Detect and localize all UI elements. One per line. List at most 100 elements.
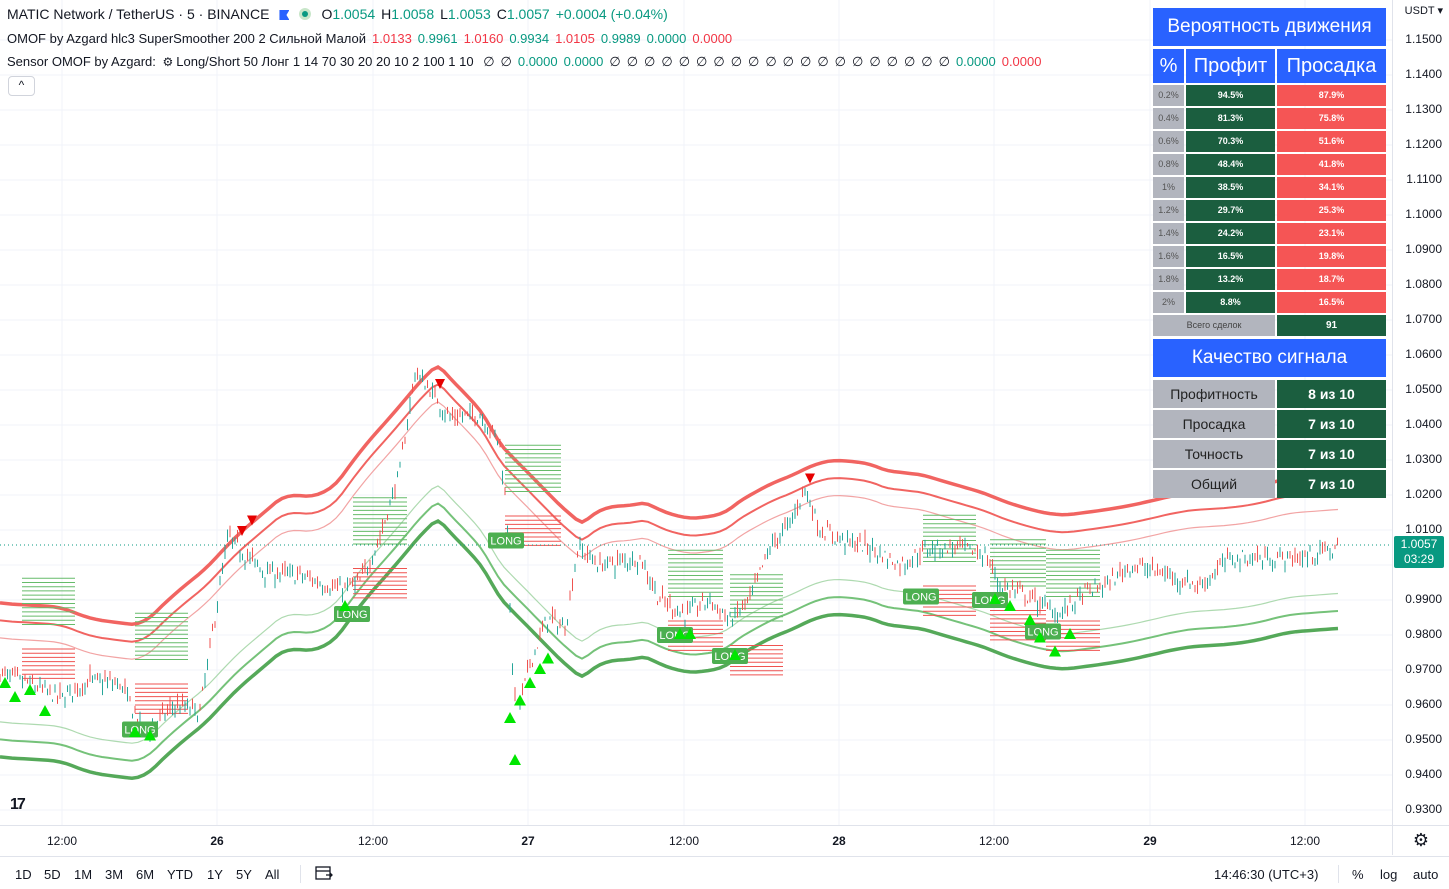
row-profit: 16.5% xyxy=(1186,246,1275,267)
row-profit: 81.3% xyxy=(1186,108,1275,129)
price-tick: 1.0700 xyxy=(1405,312,1442,326)
indicator-name[interactable]: OMOF by Azgard: xyxy=(51,54,156,69)
range-button-1m[interactable]: 1M xyxy=(74,867,93,882)
buy-arrow-icon xyxy=(534,663,546,674)
indicator-value: ∅ xyxy=(483,54,495,69)
range-button-all[interactable]: All xyxy=(265,867,280,882)
range-button-5d[interactable]: 5D xyxy=(44,867,61,882)
indicator-value: ∅ xyxy=(921,54,933,69)
range-button-1y[interactable]: 1Y xyxy=(207,867,223,882)
stats-title: Вероятность движения xyxy=(1153,8,1386,46)
price-tick: 1.1300 xyxy=(1405,102,1442,116)
col-drawdown: Просадка xyxy=(1277,49,1386,83)
quality-label: Просадка xyxy=(1153,410,1275,438)
row-profit: 38.5% xyxy=(1186,177,1275,198)
range-button-6m[interactable]: 6M xyxy=(136,867,155,882)
ohlc-value: 1.0054 xyxy=(332,6,376,22)
time-tick: 12:00 xyxy=(1289,834,1321,848)
currency-label[interactable]: USDT ▾ xyxy=(1404,5,1443,17)
row-drawdown: 23.1% xyxy=(1277,223,1386,244)
indicator-value: ∅ xyxy=(626,54,639,69)
total-label: Всего сделок xyxy=(1153,315,1275,336)
price-tick: 1.0300 xyxy=(1405,452,1442,466)
flag-icon[interactable] xyxy=(279,10,290,20)
price-scale[interactable]: USDT ▾ 1.1500 1.1400 1.1300 1.1200 1.1100 1.1… xyxy=(1392,0,1449,825)
range-button-5y[interactable]: 5Y xyxy=(236,867,252,882)
row-profit: 24.2% xyxy=(1186,223,1275,244)
percent-scale-button[interactable]: % xyxy=(1352,867,1364,882)
auto-scale-button[interactable]: auto xyxy=(1413,867,1439,882)
quality-value: 7 из 10 xyxy=(1277,410,1386,438)
price-tick: 1.1100 xyxy=(1406,172,1442,186)
indicator-value: 1.0105 xyxy=(555,31,595,46)
time-tick: 12:00 xyxy=(46,834,78,848)
row-profit: 94.5% xyxy=(1186,85,1275,106)
long-label: LONG xyxy=(905,592,936,604)
row-drawdown: 51.6% xyxy=(1277,131,1386,152)
settings-icon[interactable]: ⚙ xyxy=(162,55,174,69)
last-price: 1.0057 xyxy=(1400,537,1438,551)
price-tick: 0.9700 xyxy=(1405,662,1442,676)
col-profit: Профит xyxy=(1186,49,1275,83)
row-profit: 29.7% xyxy=(1186,200,1275,221)
row-profit: 70.3% xyxy=(1186,131,1275,152)
price-tick: 1.0800 xyxy=(1405,277,1442,291)
indicator-values: 1.0133 0.9961 1.0160 0.9934 1.0105 0.9989 0.00… xyxy=(366,31,732,46)
range-button-3m[interactable]: 3M xyxy=(105,867,124,882)
buy-arrow-icon xyxy=(9,691,21,702)
range-button-ytd[interactable]: YTD xyxy=(167,867,193,882)
buy-arrow-icon xyxy=(1004,600,1016,611)
goto-date-icon[interactable] xyxy=(315,865,333,881)
indicator-legend-sensor[interactable]: Sensor OMOF by Azgard: ⚙ Long/Short 50 Ло… xyxy=(7,54,1047,70)
time-axis[interactable]: 12:00 26 12:00 27 12:00 28 12:00 29 12:00 xyxy=(0,825,1392,855)
price-tick: 1.1000 xyxy=(1405,207,1442,221)
indicator-name[interactable]: OMOF by Azgard hlc3 SuperSmoother 200 2 … xyxy=(7,31,367,46)
long-label: LONG xyxy=(1027,627,1058,639)
buy-arrow-icon xyxy=(1024,614,1036,625)
total-value: 91 xyxy=(1277,315,1386,336)
price-tick: 1.1200 xyxy=(1405,137,1442,151)
indicator-value: 0.0000 xyxy=(646,31,687,46)
indicator-value: 0.0000 xyxy=(692,31,733,46)
bar-countdown: 03:29 xyxy=(1403,552,1435,566)
gear-icon[interactable]: ⚙ xyxy=(1392,825,1449,855)
price-tick: 0.9800 xyxy=(1405,627,1442,641)
indicator-value: 0.9934 xyxy=(509,31,550,46)
sell-arrow-icon xyxy=(247,515,257,526)
stats-row: 1.8% 13.2% 18.7% xyxy=(1153,269,1386,290)
symbol-legend[interactable]: MATIC Network / TetherUS · 5 · BINANCE O1… xyxy=(7,6,668,22)
price-tick: 1.0400 xyxy=(1405,417,1442,431)
indicator-value: ∅ xyxy=(817,54,829,69)
indicator-value: ∅ xyxy=(678,54,691,69)
ohlc-value: 1.0058 xyxy=(391,6,435,22)
price-tick: 0.9900 xyxy=(1405,592,1442,606)
quality-rows: Профитность 8 из 10 Просадка 7 из 10 Точност… xyxy=(1153,380,1386,498)
price-tick: 0.9300 xyxy=(1405,802,1442,816)
band-line xyxy=(0,364,1339,626)
range-button-1d[interactable]: 1D xyxy=(15,867,32,882)
time-tick: 28 xyxy=(832,834,846,848)
stats-row: 2% 8.8% 16.5% xyxy=(1153,292,1386,313)
chart-pane[interactable]: LONG LONG LONG LONG LONG LONG LONG LONG MATIC N… xyxy=(0,0,1392,825)
quality-row: Точность 7 из 10 xyxy=(1153,440,1386,468)
long-label: LONG xyxy=(714,651,745,663)
symbol-title[interactable]: MATIC Network / TetherUS · 5 · BINANCE xyxy=(7,6,270,22)
row-drawdown: 87.9% xyxy=(1277,85,1386,106)
log-scale-button[interactable]: log xyxy=(1380,867,1398,882)
indicator-value: 0.0000 xyxy=(955,54,996,69)
indicator-value: 0.0000 xyxy=(1001,54,1042,69)
tradingview-logo[interactable]: 17 xyxy=(10,796,26,813)
price-tick: 0.9500 xyxy=(1405,732,1442,746)
long-label: LONG xyxy=(336,609,367,621)
indicator-value: ∅ xyxy=(938,54,950,69)
long-label: LONG xyxy=(974,595,1005,607)
buy-arrow-icon xyxy=(1049,645,1061,657)
collapse-legend-button[interactable]: ^ xyxy=(8,76,35,96)
indicator-value: 0.9989 xyxy=(600,31,641,46)
stats-row: 0.4% 81.3% 75.8% xyxy=(1153,108,1386,129)
buy-arrow-icon xyxy=(504,712,516,723)
row-drawdown: 25.3% xyxy=(1277,200,1386,221)
clock-timezone[interactable]: 14:46:30 (UTC+3) xyxy=(1214,867,1319,882)
indicator-legend-omof[interactable]: OMOF by Azgard hlc3 SuperSmoother 200 2 … xyxy=(7,31,732,46)
